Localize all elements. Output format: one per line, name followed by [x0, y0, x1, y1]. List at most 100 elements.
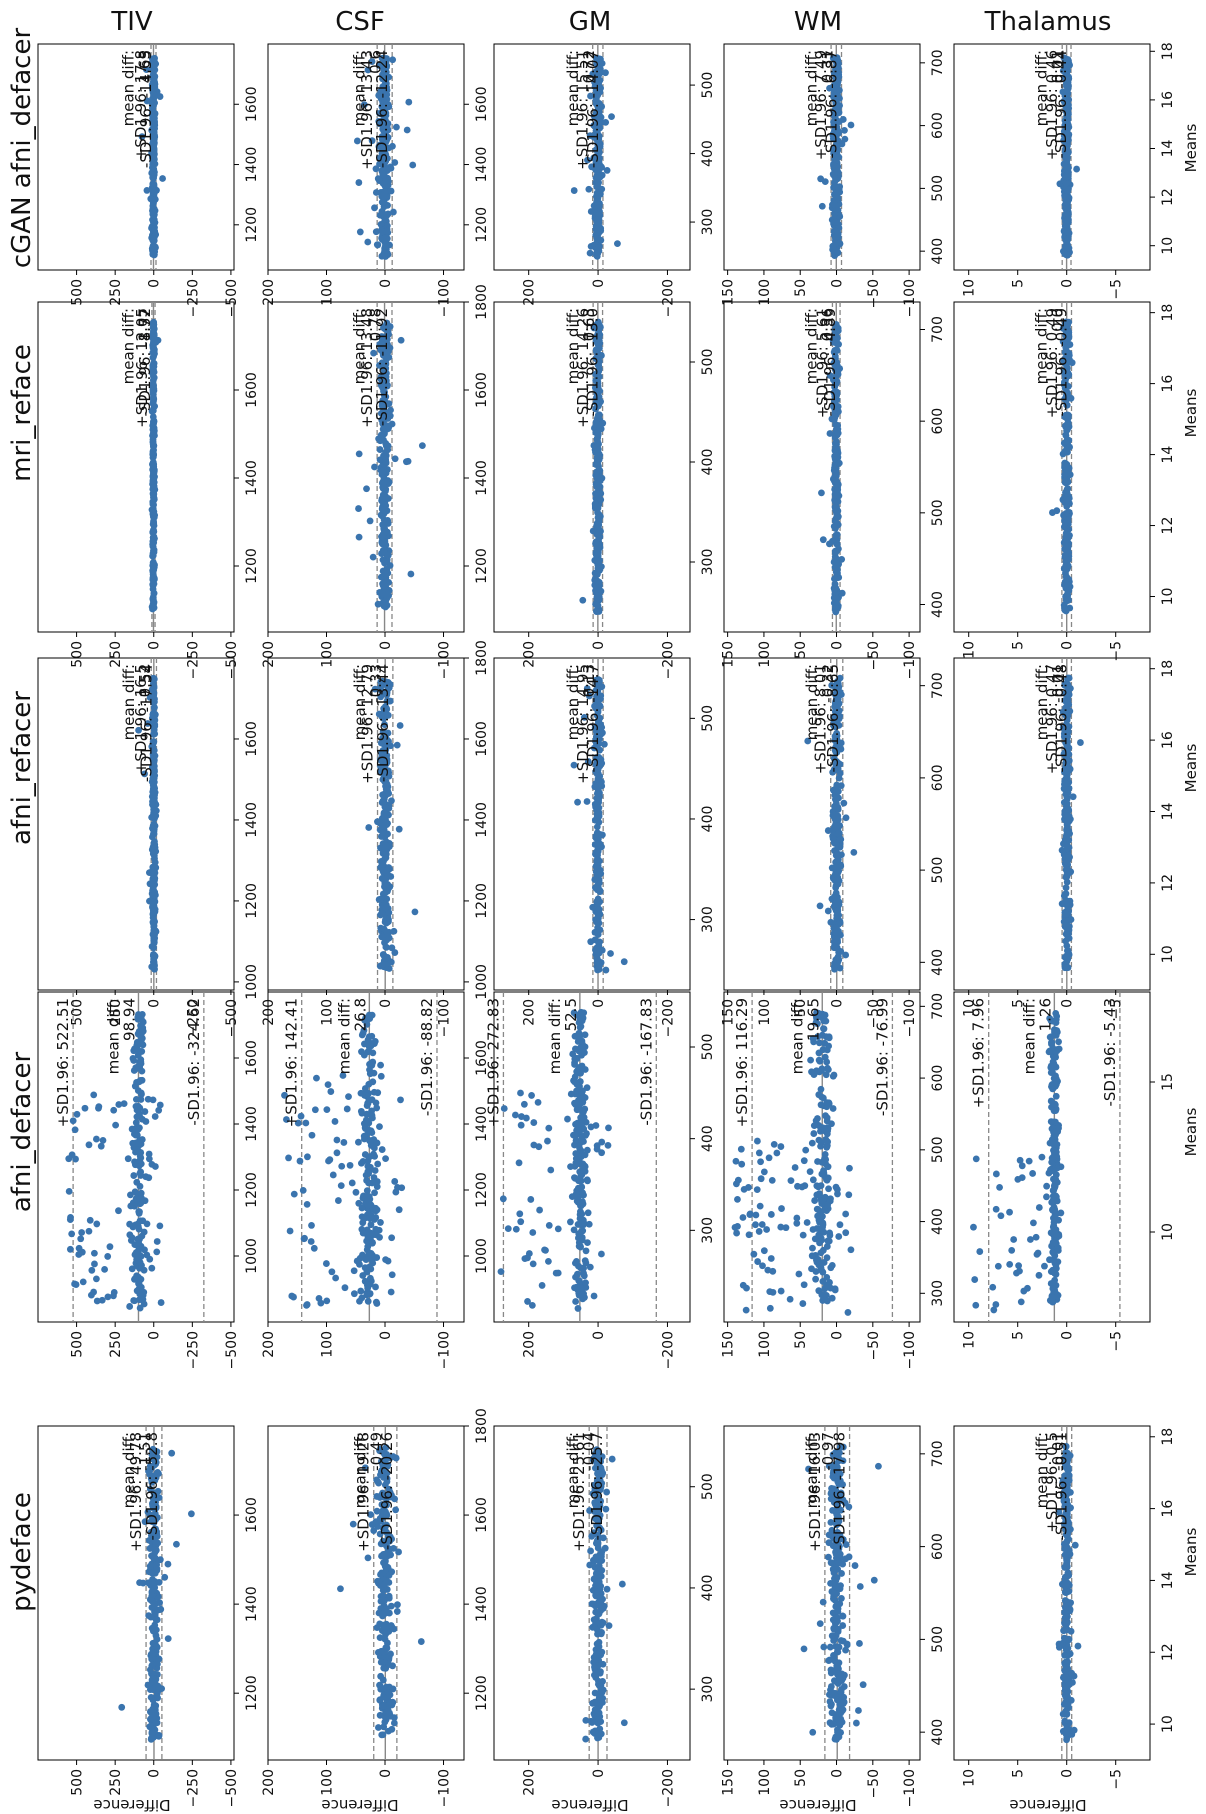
data-point-afni-defacer-tiv: [104, 1253, 112, 1260]
data-point-afni-defacer-tiv: [132, 1065, 140, 1073]
data-point-afni-defacer-wm: [766, 1304, 774, 1312]
lower-limit-label-afni-defacer-csf: -SD1.96: -88.82: [418, 998, 436, 1116]
data-point-afni-defacer-thalamus: [1025, 1157, 1033, 1165]
data-point-afni-defacer-csf: [373, 1104, 381, 1112]
data-point-afni-defacer-tiv: [99, 1136, 107, 1144]
data-point-afni-refacer-wm: [831, 816, 839, 823]
data-point-pydeface-wm: [845, 1553, 853, 1561]
data-point-afni-defacer-csf: [371, 1152, 379, 1160]
data-point-afni-refacer-thalamus: [1063, 858, 1071, 866]
data-point-afni-defacer-wm: [823, 1099, 831, 1107]
data-point-pydeface-wm: [835, 1643, 843, 1651]
data-point-afni-defacer-wm: [830, 1071, 838, 1079]
data-point-mri-reface-csf: [391, 455, 399, 463]
data-point-afni-defacer-csf: [355, 1138, 362, 1146]
data-point-afni-defacer-csf: [364, 1284, 372, 1292]
mean-diff-value-afni-refacer-thalamus: -0.01: [1049, 664, 1067, 703]
data-point-afni-defacer-csf: [285, 1154, 292, 1162]
data-point-afni-refacer-csf: [381, 821, 389, 829]
data-point-pydeface-csf: [385, 1727, 392, 1735]
data-point-afni-defacer-wm: [758, 1221, 766, 1228]
data-point-afni-defacer-gm: [575, 1066, 583, 1074]
data-point-afni-defacer-wm: [753, 1186, 761, 1194]
data-point-afni-defacer-tiv: [132, 1221, 139, 1229]
data-point-pydeface-csf: [382, 1605, 390, 1613]
data-point-afni-defacer-wm: [760, 1168, 768, 1176]
data-point-pydeface-wm: [838, 1686, 845, 1693]
data-point-afni-defacer-gm: [582, 1279, 589, 1287]
data-point-afni-defacer-gm: [574, 1305, 582, 1312]
mean-tick-label-pydeface-tiv: 1200: [244, 1675, 260, 1711]
data-point-afni-defacer-csf: [370, 1088, 378, 1096]
data-point-pydeface-wm: [833, 1607, 841, 1615]
data-point-mri-reface-tiv: [149, 430, 157, 438]
diff-tick-label-afni-defacer-csf: −100: [437, 1331, 453, 1369]
diff-tick-label-afni-refacer-csf: −100: [437, 999, 453, 1037]
data-point-pydeface-tiv: [148, 1455, 156, 1463]
data-point-afni-defacer-wm: [828, 1120, 835, 1128]
data-point-pydeface-gm: [586, 1561, 594, 1569]
data-point-afni-defacer-wm: [807, 1056, 814, 1064]
data-point-afni-defacer-thalamus: [1049, 1138, 1057, 1146]
data-point-pydeface-tiv: [149, 1649, 157, 1656]
data-point-afni-defacer-tiv: [135, 1239, 143, 1247]
data-point-afni-defacer-wm: [740, 1185, 748, 1193]
data-point-afni-defacer-wm: [818, 1197, 825, 1205]
data-point-afni-defacer-tiv: [130, 1172, 138, 1179]
data-point-afni-defacer-wm: [831, 1286, 839, 1294]
data-point-afni-defacer-wm: [823, 1254, 831, 1262]
data-point-afni-defacer-thalamus: [1052, 1092, 1060, 1100]
data-point-afni-defacer-tiv: [93, 1297, 101, 1305]
data-point-afni-defacer-gm: [598, 1250, 605, 1258]
diff-tick-label-afni-defacer-wm: 50: [793, 1331, 809, 1349]
data-point-afni-defacer-csf: [363, 1268, 371, 1276]
data-point-afni-defacer-gm: [572, 1298, 580, 1305]
data-point-afni-defacer-wm: [757, 1175, 765, 1183]
data-point-afni-refacer-tiv: [149, 963, 157, 971]
data-point-afni-defacer-tiv: [135, 1284, 143, 1292]
data-point-afni-defacer-tiv: [87, 1291, 95, 1299]
data-point-afni-defacer-csf: [303, 1200, 311, 1208]
data-point-afni-defacer-gm: [528, 1301, 536, 1309]
data-point-afni-defacer-csf: [366, 1274, 374, 1282]
data-point-afni-defacer-tiv: [65, 1187, 73, 1195]
data-point-afni-defacer-csf: [338, 1162, 346, 1170]
diff-tick-label-pydeface-thalamus: 10: [962, 1769, 978, 1787]
data-point-afni-defacer-wm: [824, 1138, 832, 1146]
data-point-afni-defacer-tiv: [85, 1141, 93, 1149]
data-point-afni-defacer-thalamus: [1035, 1204, 1043, 1211]
data-point-pydeface-thalamus: [1063, 1544, 1071, 1552]
data-point-afni-refacer-gm: [591, 876, 599, 883]
data-point-afni-defacer-wm: [819, 1297, 827, 1304]
data-point-afni-refacer-csf: [382, 943, 390, 951]
data-point-pydeface-wm: [839, 1706, 847, 1714]
data-point-pydeface-thalamus: [1063, 1661, 1071, 1669]
data-point-afni-defacer-thalamus: [1050, 1257, 1058, 1264]
data-point-afni-defacer-gm: [566, 1218, 574, 1226]
data-point-mri-reface-csf: [378, 495, 386, 503]
data-point-pydeface-tiv: [148, 1512, 155, 1519]
data-point-afni-defacer-gm: [578, 1221, 586, 1229]
mean-tick-label-pydeface-tiv: 1400: [244, 1586, 260, 1622]
data-point-afni-refacer-gm: [607, 950, 614, 957]
mean-tick-label-mri-reface-gm: 500: [700, 349, 716, 376]
data-point-afni-defacer-gm: [582, 1247, 590, 1255]
data-point-afni-defacer-thalamus: [972, 1301, 980, 1309]
data-point-pydeface-csf: [373, 1507, 381, 1515]
row-title-mri-reface: mri_reface: [7, 344, 37, 482]
diff-tick-label-afni-refacer-wm: −50: [866, 999, 882, 1029]
data-point-afni-defacer-thalamus: [1048, 1293, 1056, 1301]
data-point-afni-defacer-gm: [499, 1195, 507, 1203]
data-point-pydeface-thalamus: [1062, 1693, 1070, 1701]
data-point-afni-defacer-tiv: [134, 1146, 142, 1154]
data-point-afni-defacer-gm: [579, 1189, 586, 1197]
upper-limit-label-pydeface-tiv: +SD1.96: 49.78: [127, 1432, 145, 1552]
data-point-afni-defacer-csf: [350, 1267, 358, 1275]
data-point-afni-defacer-tiv: [77, 1235, 85, 1243]
data-point-afni-defacer-csf: [356, 1254, 364, 1262]
diff-tick-label-pydeface-thalamus: 5: [1011, 1769, 1027, 1778]
data-point-afni-defacer-wm: [809, 1176, 817, 1184]
data-point-pydeface-csf: [364, 1554, 372, 1562]
data-point-afni-defacer-gm: [554, 1269, 562, 1277]
